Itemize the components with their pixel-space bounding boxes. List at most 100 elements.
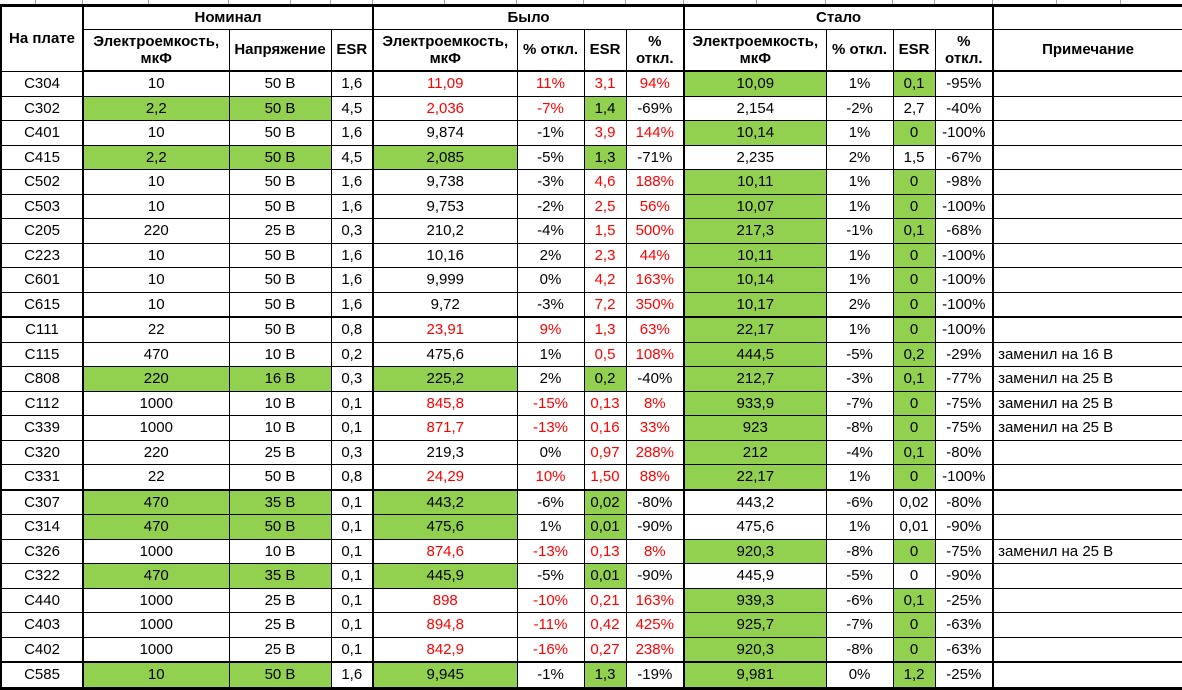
cell-C322-was-cap[interactable]: 445,9	[372, 563, 518, 589]
cell-C503-board[interactable]: C503	[0, 193, 84, 219]
cell-C111-was-esr-pct[interactable]: 63%	[625, 316, 685, 343]
cell-C223-now-esr[interactable]: 0	[892, 242, 936, 268]
cell-C502-nom-volt[interactable]: 50 В	[228, 169, 332, 195]
cell-C403-was-esr-pct[interactable]: 425%	[625, 612, 685, 638]
cell-C111-now-esr[interactable]: 0	[892, 316, 936, 343]
cell-C322-now-esr[interactable]: 0	[892, 563, 936, 589]
cell-C115-was-esr-pct[interactable]: 108%	[625, 341, 685, 367]
cell-C402-now-pct[interactable]: -8%	[825, 636, 894, 663]
cell-C403-was-pct[interactable]: -11%	[516, 612, 585, 638]
cell-C112-now-pct[interactable]: -7%	[825, 390, 894, 416]
cell-C320-was-esr[interactable]: 0,97	[583, 439, 627, 465]
cell-C601-was-pct[interactable]: 0%	[516, 267, 585, 293]
cell-C502-now-esr[interactable]: 0	[892, 169, 936, 195]
header-was-deviation[interactable]: % откл.	[516, 29, 585, 72]
header-now-esr-deviation[interactable]: % откл.	[934, 29, 994, 72]
cell-C808-was-esr-pct[interactable]: -40%	[625, 366, 685, 392]
cell-C223-now-cap[interactable]: 10,11	[683, 242, 827, 268]
cell-C339-note[interactable]: заменил на 25 В	[992, 415, 1182, 441]
cell-C307-now-cap[interactable]: 443,2	[683, 489, 827, 515]
cell-C808-was-esr[interactable]: 0,2	[583, 366, 627, 392]
cell-C331-board[interactable]: C331	[0, 464, 84, 491]
cell-C402-nom-cap[interactable]: 1000	[82, 636, 230, 663]
cell-C322-now-esr-pct[interactable]: -90%	[934, 563, 994, 589]
cell-C302-now-cap[interactable]: 2,154	[683, 95, 827, 121]
cell-C339-nom-cap[interactable]: 1000	[82, 415, 230, 441]
cell-C331-nom-cap[interactable]: 22	[82, 464, 230, 491]
cell-C615-was-pct[interactable]: -3%	[516, 291, 585, 318]
cell-C302-note[interactable]	[992, 95, 1182, 121]
cell-C314-now-esr-pct[interactable]: -90%	[934, 514, 994, 540]
cell-C314-now-pct[interactable]: 1%	[825, 514, 894, 540]
cell-C615-now-esr[interactable]: 0	[892, 291, 936, 318]
cell-C601-now-esr-pct[interactable]: -100%	[934, 267, 994, 293]
cell-C322-nom-volt[interactable]: 35 В	[228, 563, 332, 589]
cell-C440-was-esr[interactable]: 0,21	[583, 587, 627, 613]
cell-C502-now-pct[interactable]: 1%	[825, 169, 894, 195]
cell-C115-nom-esr[interactable]: 0,2	[330, 341, 374, 367]
cell-C503-now-esr[interactable]: 0	[892, 193, 936, 219]
cell-C314-was-esr[interactable]: 0,01	[583, 514, 627, 540]
cell-C322-was-esr[interactable]: 0,01	[583, 563, 627, 589]
cell-C503-was-esr-pct[interactable]: 56%	[625, 193, 685, 219]
cell-C111-note[interactable]	[992, 316, 1182, 343]
cell-C503-was-pct[interactable]: -2%	[516, 193, 585, 219]
cell-C314-note[interactable]	[992, 514, 1182, 540]
cell-C808-nom-volt[interactable]: 16 В	[228, 366, 332, 392]
cell-C585-now-esr-pct[interactable]: -25%	[934, 661, 994, 689]
cell-C111-now-cap[interactable]: 22,17	[683, 316, 827, 343]
cell-C401-nom-esr[interactable]: 1,6	[330, 120, 374, 146]
header-note-spacer[interactable]	[992, 5, 1182, 30]
cell-C502-now-cap[interactable]: 10,11	[683, 169, 827, 195]
cell-C415-nom-esr[interactable]: 4,5	[330, 144, 374, 170]
header-now-deviation[interactable]: % откл.	[825, 29, 894, 72]
cell-C415-was-pct[interactable]: -5%	[516, 144, 585, 170]
cell-C339-nom-esr[interactable]: 0,1	[330, 415, 374, 441]
cell-C302-was-cap[interactable]: 2,036	[372, 95, 518, 121]
header-group-was[interactable]: Было	[372, 5, 685, 30]
cell-C112-nom-volt[interactable]: 10 В	[228, 390, 332, 416]
cell-C302-was-esr-pct[interactable]: -69%	[625, 95, 685, 121]
cell-C339-now-cap[interactable]: 923	[683, 415, 827, 441]
cell-C503-nom-esr[interactable]: 1,6	[330, 193, 374, 219]
cell-C307-now-esr[interactable]: 0,02	[892, 489, 936, 515]
cell-C402-now-esr-pct[interactable]: -63%	[934, 636, 994, 663]
cell-C307-nom-volt[interactable]: 35 В	[228, 489, 332, 515]
cell-C415-board[interactable]: C415	[0, 144, 84, 170]
cell-C205-now-esr-pct[interactable]: -68%	[934, 218, 994, 244]
cell-C331-was-esr-pct[interactable]: 88%	[625, 464, 685, 491]
cell-C223-now-pct[interactable]: 1%	[825, 242, 894, 268]
cell-C415-now-cap[interactable]: 2,235	[683, 144, 827, 170]
cell-C440-now-pct[interactable]: -6%	[825, 587, 894, 613]
cell-C403-nom-esr[interactable]: 0,1	[330, 612, 374, 638]
cell-C502-was-pct[interactable]: -3%	[516, 169, 585, 195]
header-group-now[interactable]: Стало	[683, 5, 994, 30]
cell-C440-now-cap[interactable]: 939,3	[683, 587, 827, 613]
cell-C307-now-pct[interactable]: -6%	[825, 489, 894, 515]
cell-C326-note[interactable]: заменил на 25 В	[992, 538, 1182, 564]
cell-C307-now-esr-pct[interactable]: -80%	[934, 489, 994, 515]
cell-C304-board[interactable]: C304	[0, 70, 84, 97]
cell-C326-was-esr-pct[interactable]: 8%	[625, 538, 685, 564]
cell-C304-now-pct[interactable]: 1%	[825, 70, 894, 97]
cell-C304-nom-volt[interactable]: 50 В	[228, 70, 332, 97]
cell-C304-nom-cap[interactable]: 10	[82, 70, 230, 97]
cell-C502-board[interactable]: C502	[0, 169, 84, 195]
cell-C314-board[interactable]: C314	[0, 514, 84, 540]
cell-C223-was-esr[interactable]: 2,3	[583, 242, 627, 268]
cell-C205-was-esr[interactable]: 1,5	[583, 218, 627, 244]
cell-C503-was-esr[interactable]: 2,5	[583, 193, 627, 219]
cell-C302-nom-esr[interactable]: 4,5	[330, 95, 374, 121]
cell-C112-was-esr-pct[interactable]: 8%	[625, 390, 685, 416]
cell-C339-now-pct[interactable]: -8%	[825, 415, 894, 441]
cell-C615-nom-volt[interactable]: 50 В	[228, 291, 332, 318]
cell-C307-was-esr[interactable]: 0,02	[583, 489, 627, 515]
cell-C314-nom-volt[interactable]: 50 В	[228, 514, 332, 540]
cell-C403-was-esr[interactable]: 0,42	[583, 612, 627, 638]
cell-C322-note[interactable]	[992, 563, 1182, 589]
cell-C401-was-cap[interactable]: 9,874	[372, 120, 518, 146]
header-nominal-capacitance[interactable]: Электроемкость, мкФ	[82, 29, 230, 72]
cell-C403-note[interactable]	[992, 612, 1182, 638]
cell-C307-nom-esr[interactable]: 0,1	[330, 489, 374, 515]
header-was-esr[interactable]: ESR	[583, 29, 627, 72]
